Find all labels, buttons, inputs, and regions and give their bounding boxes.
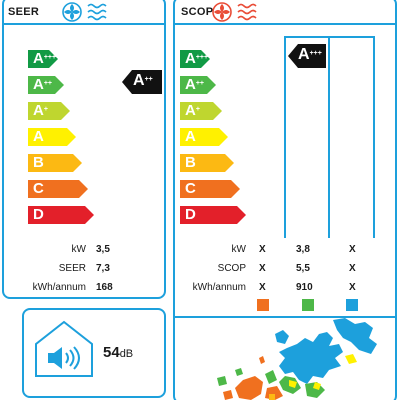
cooling-scale-bar: D [28,206,94,224]
heating-scale-letter: D [185,206,196,223]
heating-scale-sup: + [195,106,200,113]
cooling-scale-letter: A [33,102,44,119]
heating-scale-sup: ++ [195,80,205,87]
heating-spec-cold: X [349,282,356,293]
warm-zone-swatch [257,299,269,311]
heating-scale-letter: B [185,154,196,171]
speaker-icon [35,320,93,377]
heating-specs-divider [173,316,397,318]
heating-scale-letter: A [185,50,196,67]
cooling-scale-sup: +++ [43,54,57,61]
cooling-scale-letter: D [33,206,44,223]
cooling-scale-sup: + [43,106,48,113]
heating-scale-bar: D [180,206,246,224]
heating-spec-cold: X [349,263,356,274]
cooling-spec-label: SEER [58,263,86,274]
cooling-header-divider [2,23,166,25]
zone-column-divider [328,36,330,238]
noise-panel [22,308,166,398]
heating-spec-average: 5,5 [296,263,310,274]
cold-zone-swatch [346,299,358,311]
heating-spec-warm: X [259,263,266,274]
seer-header: SEER [8,6,40,18]
cooling-scale-letter: A [33,76,44,93]
noise-level: 54dB [103,344,133,361]
heating-spec-label: kWh/annum [192,282,246,293]
cooling-scale-letter: A [33,50,44,67]
heating-scale-bar: A+ [180,102,222,120]
europe-climate-map [217,318,377,400]
cooling-scale-bar: A+ [28,102,70,120]
zone-column-cap [284,36,330,38]
heating-spec-cold: X [349,244,356,255]
cooling-scale-letter: B [33,154,44,171]
cooling-panel [2,0,166,299]
cooling-scale-bar: A++ [28,76,64,94]
heating-scale-letter: A [185,76,196,93]
fan-snowflake-icon [62,2,107,22]
cooling-scale-sup: ++ [43,80,53,87]
cooling-scale-letter: C [33,180,44,197]
heating-scale-bar: B [180,154,234,172]
heating-scale-bar: A [180,128,228,146]
cooling-scale-bar: A [28,128,76,146]
cooling-scale-bar: B [28,154,82,172]
heating-scale-letter: A [185,102,196,119]
heating-spec-label: SCOP [217,263,246,274]
heating-scale-letter: C [185,180,196,197]
cooling-spec-value: 3,5 [96,244,110,255]
zone-column-cap [328,36,375,38]
cooling-rating-arrow: A++ [122,70,162,94]
heating-spec-warm: X [259,244,266,255]
heating-scale-bar: C [180,180,240,198]
cooling-rating-letter: A [133,72,145,89]
cooling-scale-letter: A [33,128,44,145]
noise-value: 54 [103,344,120,361]
cooling-spec-value: 168 [96,282,113,293]
average-zone-swatch [302,299,314,311]
heating-scale-letter: A [185,128,196,145]
heating-spec-warm: X [259,282,266,293]
heating-spec-label: kW [231,244,246,255]
scop-header: SCOP [181,6,214,18]
heating-rating-letter: A [298,46,310,63]
noise-unit: dB [119,348,134,360]
cooling-spec-value: 7,3 [96,263,110,274]
heating-rating-sup: +++ [309,50,322,57]
zone-column-divider [373,36,375,238]
zone-column-divider [284,36,286,238]
heating-spec-average: 3,8 [296,244,310,255]
heating-scale-sup: +++ [195,54,209,61]
cooling-rating-sup: ++ [144,76,153,83]
heating-spec-average: 910 [296,282,313,293]
heating-scale-bar: A+++ [180,50,210,68]
fan-heat-icon [212,2,257,22]
cooling-spec-label: kW [71,244,86,255]
cooling-scale-bar: A+++ [28,50,58,68]
cooling-spec-label: kWh/annum [32,282,86,293]
heating-header-divider [173,23,397,25]
heating-scale-bar: A++ [180,76,216,94]
heating-rating-arrow: A+++ [288,44,326,68]
cooling-scale-bar: C [28,180,88,198]
